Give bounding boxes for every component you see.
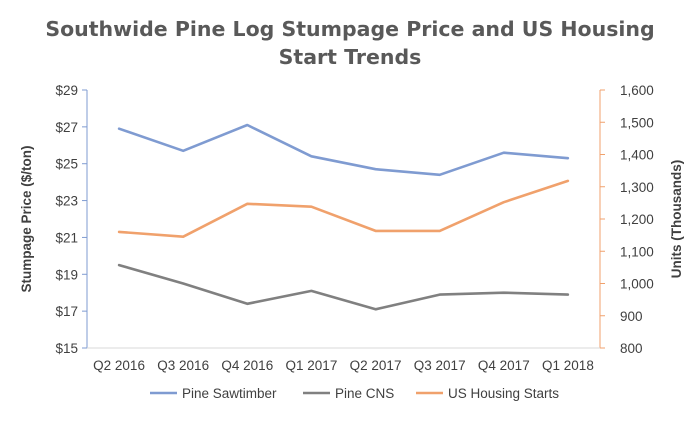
- right-tick-label: 1,000: [620, 277, 654, 292]
- left-tick-label: $19: [55, 267, 78, 282]
- left-tick-label: $17: [55, 304, 78, 319]
- x-tick-label: Q4 2017: [478, 358, 530, 373]
- right-tick-label: 900: [620, 309, 643, 324]
- series-line-pine-cns: [117, 263, 570, 311]
- right-tick-label: 1,200: [620, 212, 654, 227]
- right-tick-label: 1,600: [620, 83, 654, 98]
- right-tick-label: 1,300: [620, 180, 654, 195]
- x-tick-label: Q4 2016: [221, 358, 273, 373]
- right-tick-label: 1,500: [620, 115, 654, 130]
- x-tick-label: Q2 2017: [350, 358, 402, 373]
- left-tick-label: $27: [55, 120, 78, 135]
- x-tick-label: Q1 2018: [542, 358, 594, 373]
- left-tick-label: $29: [55, 83, 78, 98]
- legend-label: Pine Sawtimber: [182, 386, 277, 401]
- left-tick-label: $21: [55, 230, 78, 245]
- left-tick-label: $15: [55, 341, 78, 356]
- right-axis-title: Units (Thousands): [669, 160, 684, 279]
- x-tick-label: Q3 2017: [414, 358, 466, 373]
- series-line-pine-sawtimber: [117, 123, 570, 177]
- legend: Pine Sawtimber Pine CNS US Housing Starts: [150, 386, 559, 401]
- left-axis-title: Stumpage Price ($/ton): [19, 145, 34, 292]
- legend-label: Pine CNS: [335, 386, 394, 401]
- left-axis: $15 $17 $19 $21 $23 $25 $27 $29: [55, 83, 88, 356]
- right-tick-label: 1,100: [620, 244, 654, 259]
- chart-title-line-1: Southwide Pine Log Stumpage Price and US…: [45, 17, 654, 41]
- legend-label: US Housing Starts: [448, 386, 559, 401]
- left-tick-label: $23: [55, 194, 78, 209]
- x-tick-label: Q1 2017: [286, 358, 338, 373]
- right-axis: 800 900 1,000 1,100 1,200 1,300 1,400 1,500 1,60…: [599, 83, 654, 356]
- x-tick-label: Q3 2016: [157, 358, 209, 373]
- left-tick-label: $25: [55, 157, 78, 172]
- chart-title-line-2: Start Trends: [279, 45, 422, 69]
- right-tick-label: 1,400: [620, 148, 654, 163]
- series-layer: [117, 123, 570, 311]
- series-line-us-housing-starts: [117, 179, 570, 238]
- x-axis: Q2 2016 Q3 2016 Q4 2016 Q1 2017 Q2 2017 Q3 20…: [87, 347, 600, 373]
- x-tick-label: Q2 2016: [93, 358, 145, 373]
- right-tick-label: 800: [620, 341, 643, 356]
